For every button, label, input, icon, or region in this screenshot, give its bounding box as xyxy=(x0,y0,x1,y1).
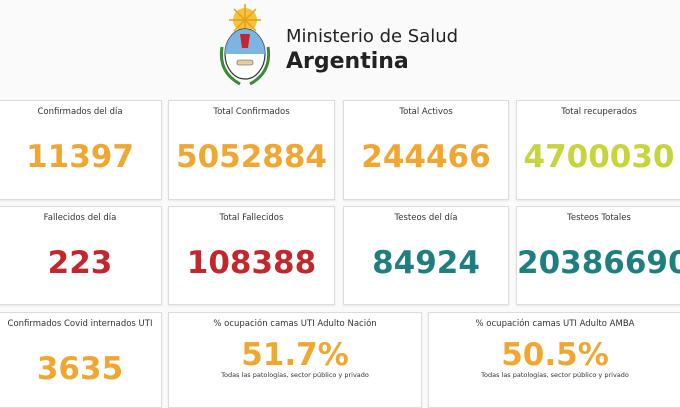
stat-card: Total Confirmados 5052884 xyxy=(168,100,335,200)
stat-card: Total Activos 244466 xyxy=(343,100,509,200)
card-note: Todas las patologías, sector público y p… xyxy=(481,371,629,379)
stat-card: Fallecidos del día 223 xyxy=(0,206,162,305)
header-subtitle: Argentina xyxy=(286,49,409,74)
card-value: 51.7% xyxy=(241,337,349,373)
card-value: 20386690 xyxy=(517,245,680,281)
stat-card: % ocupación camas UTI Adulto Nación 51.7%… xyxy=(168,312,422,408)
card-label: Confirmados del día xyxy=(37,107,123,117)
card-label: Total Activos xyxy=(399,107,453,117)
card-value: 4700030 xyxy=(523,139,675,175)
header-title: Ministerio de Salud xyxy=(286,26,459,47)
stat-card: Testeos del día 84924 xyxy=(343,206,509,305)
card-value: 3635 xyxy=(36,351,124,387)
card-label: Total Confirmados xyxy=(213,107,290,117)
card-label: Testeos Totales xyxy=(567,213,631,223)
stat-card: Total Fallecidos 108388 xyxy=(168,206,335,305)
stat-card: Confirmados Covid internados UTI 3635 xyxy=(0,312,162,408)
card-note: Todas las patologías, sector público y p… xyxy=(221,371,369,379)
card-label: % ocupación camas UTI Adulto AMBA xyxy=(475,319,635,329)
card-value: 50.5% xyxy=(501,337,609,373)
logo xyxy=(219,4,271,86)
card-value: 84924 xyxy=(372,245,480,281)
card-value: 223 xyxy=(47,245,113,281)
stat-card: Total recuperados 4700030 xyxy=(516,100,680,200)
card-label: Confirmados Covid internados UTI xyxy=(7,319,153,329)
card-label: Testeos del día xyxy=(394,213,458,223)
card-label: Total recuperados xyxy=(561,107,637,117)
card-value: 5052884 xyxy=(176,139,327,175)
card-value: 108388 xyxy=(186,245,317,281)
stat-card: % ocupación camas UTI Adulto AMBA 50.5% To… xyxy=(428,312,680,408)
card-label: Total Fallecidos xyxy=(219,213,284,223)
card-value: 244466 xyxy=(361,139,491,175)
stat-card: Testeos Totales 20386690 xyxy=(516,206,680,305)
card-label: % ocupación camas UTI Adulto Nación xyxy=(213,319,377,329)
card-label: Fallecidos del día xyxy=(43,213,117,223)
card-value: 11397 xyxy=(26,139,134,175)
stat-card: Confirmados del día 11397 xyxy=(0,100,162,200)
